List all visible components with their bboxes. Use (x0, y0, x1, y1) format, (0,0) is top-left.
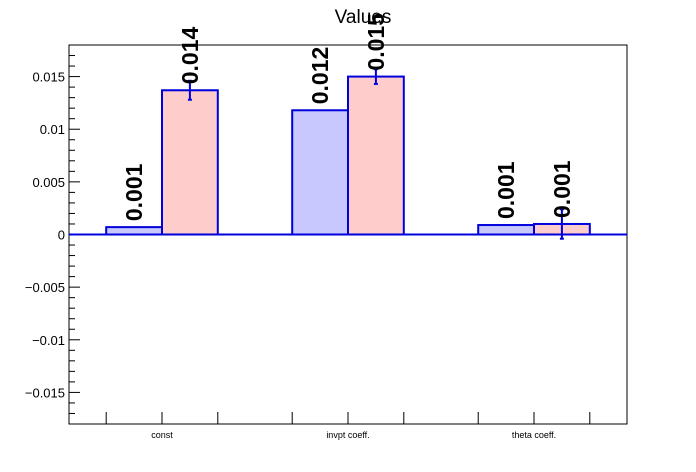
x-tick-label: theta coeff. (512, 430, 556, 440)
data-label: 0.015 (363, 13, 389, 71)
data-label: 0.001 (549, 160, 575, 218)
y-tick-label: −0.005 (25, 280, 65, 295)
x-tick-label: const (151, 430, 173, 440)
y-tick-label: 0.015 (32, 70, 65, 85)
data-label: 0.001 (493, 161, 519, 219)
data-labels: 0.001 0.014 0.012 0.015 0.001 0.001 (121, 13, 575, 221)
bar (477, 224, 536, 236)
bars (105, 75, 591, 236)
bar (347, 75, 405, 236)
chart-title: Values (335, 7, 392, 28)
y-axis: −0.015 −0.01 −0.005 0 0.005 0.01 0.015 (25, 44, 80, 425)
y-tick-label: −0.015 (25, 385, 65, 400)
x-axis: const invpt coeff. theta coeff. (105, 412, 591, 440)
data-label: 0.001 (121, 163, 147, 221)
bar (291, 109, 350, 236)
data-label: 0.014 (177, 27, 203, 85)
bar (105, 226, 163, 236)
y-tick-label: 0.005 (32, 175, 65, 190)
y-tick-label: 0.01 (40, 122, 65, 137)
y-tick-label: −0.01 (32, 333, 65, 348)
x-tick-label: invpt coeff. (326, 430, 369, 440)
error-bars (187, 68, 564, 240)
data-label: 0.012 (307, 47, 333, 105)
y-tick-label: 0 (58, 228, 65, 243)
bar (161, 89, 219, 236)
